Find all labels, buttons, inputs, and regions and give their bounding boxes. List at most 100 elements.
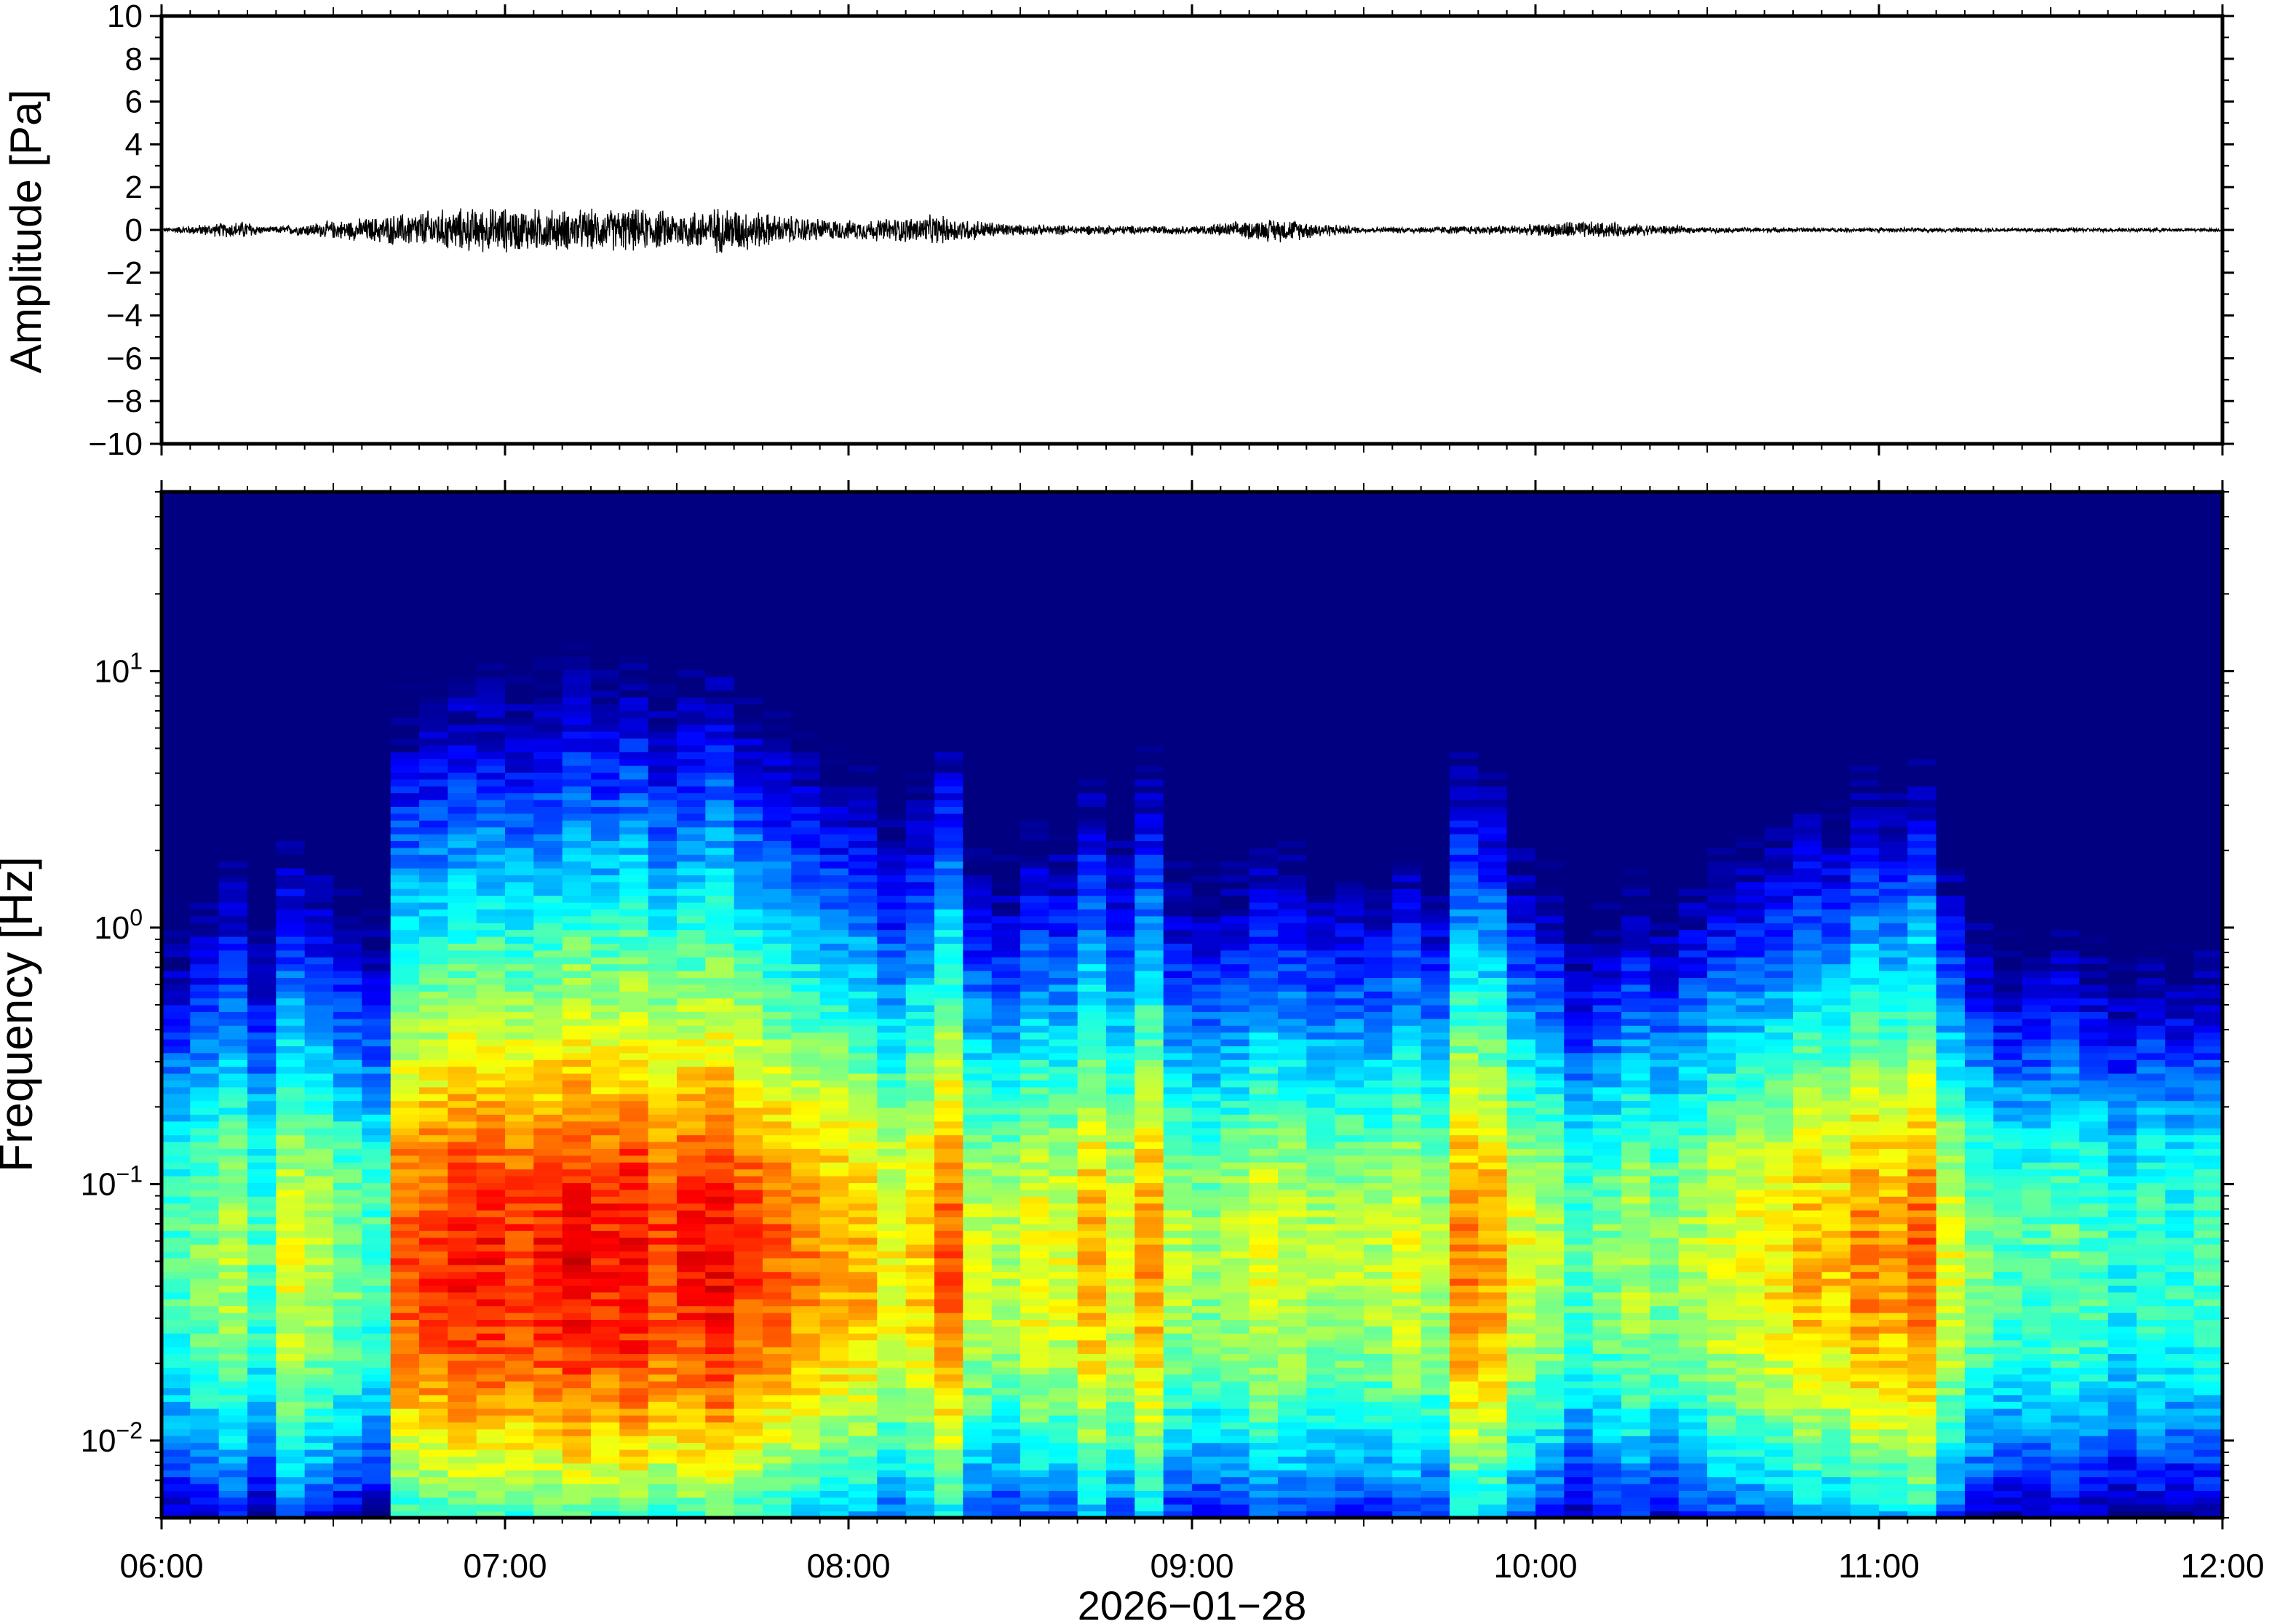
spectrogram-cell <box>791 806 821 814</box>
spectrogram-cell <box>247 1278 277 1286</box>
spectrogram-cell <box>763 923 792 931</box>
spectrogram-cell <box>934 594 963 602</box>
spectrogram-cell <box>190 615 220 623</box>
spectrogram-cell <box>218 1155 248 1163</box>
spectrogram-cell <box>304 546 334 554</box>
spectrogram-cell <box>619 1484 649 1491</box>
spectrogram-cell <box>991 1367 1021 1375</box>
spectrogram-cell <box>247 1210 277 1217</box>
spectrogram-cell <box>362 1449 392 1457</box>
spectrogram-cell <box>333 1032 362 1040</box>
spectrogram-cell <box>190 1107 220 1115</box>
spectrogram-cell <box>362 840 392 848</box>
spectrogram-cell <box>190 772 220 780</box>
spectrogram-cell <box>763 1086 792 1094</box>
spectrogram-cell <box>991 1449 1021 1457</box>
spectrogram-cell <box>963 1333 993 1341</box>
spectrogram-cell <box>877 1114 907 1122</box>
spectrogram-column <box>419 492 448 1518</box>
spectrogram-cell <box>705 1401 735 1409</box>
spectrogram-cell <box>934 539 963 547</box>
spectrogram-cell <box>991 1059 1021 1067</box>
spectrogram-cell <box>934 847 963 855</box>
spectrogram-cell <box>619 977 649 985</box>
spectrogram-cell <box>247 1244 277 1251</box>
spectrogram-cell <box>591 881 620 889</box>
spectrogram-cell <box>218 1436 248 1444</box>
spectrogram-cell <box>333 1476 362 1484</box>
spectrogram-cell <box>877 1401 907 1409</box>
spectrogram-cell <box>218 1291 248 1299</box>
spectrogram-cell <box>791 1278 821 1286</box>
spectrogram-cell <box>190 1080 220 1088</box>
spectrogram-cell <box>247 1100 277 1108</box>
spectrogram-cell <box>190 977 220 985</box>
spectrogram-cell <box>905 1422 935 1430</box>
spectrogram-cell <box>619 1436 649 1444</box>
spectrogram-cell <box>1020 1169 1049 1177</box>
spectrogram-cell <box>476 1162 506 1170</box>
spectrogram-cell <box>1049 963 1078 971</box>
spectrogram-cell <box>533 1086 563 1094</box>
spectrogram-cell <box>991 1353 1021 1361</box>
spectrogram-cell <box>791 984 821 992</box>
waveform-y-tick-label: 6 <box>125 84 143 120</box>
spectrogram-cell <box>734 1210 763 1217</box>
spectrogram-cell <box>819 915 849 923</box>
spectrogram-cell <box>448 1347 477 1354</box>
spectrogram-cell <box>734 1217 763 1225</box>
spectrogram-cell <box>1049 1148 1078 1156</box>
spectrogram-cell <box>619 1148 649 1156</box>
spectrogram-cell <box>476 1367 506 1375</box>
spectrogram-cell <box>677 573 706 581</box>
spectrogram-cell <box>619 1510 649 1518</box>
spectrogram-cell <box>247 915 277 923</box>
spectrogram-cell <box>819 1052 849 1060</box>
spectrogram-cell <box>419 765 448 773</box>
spectrogram-cell <box>934 1073 963 1080</box>
spectrogram-cell <box>362 1333 392 1341</box>
spectrogram-cell <box>791 663 821 670</box>
spectrogram-cell <box>162 1381 191 1388</box>
spectrogram-cell <box>247 492 277 499</box>
spectrogram-cell <box>390 1128 420 1136</box>
spectrogram-cell <box>734 834 763 841</box>
spectrogram-cell <box>705 1114 735 1122</box>
spectrogram-cell <box>819 957 849 965</box>
spectrogram-cell <box>162 1210 191 1217</box>
spectrogram-cell <box>705 1490 735 1498</box>
spectrogram-cell <box>333 1086 362 1094</box>
spectrogram-cell <box>677 676 706 684</box>
spectrogram-cell <box>705 854 735 862</box>
spectrogram-cell <box>390 1271 420 1279</box>
spectrogram-cell <box>648 1353 677 1361</box>
spectrogram-cell <box>362 765 392 773</box>
spectrogram-cell <box>190 676 220 684</box>
spectrogram-cell <box>991 1025 1021 1033</box>
spectrogram-cell <box>591 704 620 712</box>
spectrogram-cell <box>648 731 677 739</box>
spectrogram-cell <box>934 984 963 992</box>
spectrogram-cell <box>591 690 620 698</box>
spectrogram-cell <box>304 1347 334 1354</box>
spectrogram-cell <box>677 601 706 609</box>
spectrogram-cell <box>619 621 649 629</box>
spectrogram-cell <box>763 1005 792 1012</box>
spectrogram-cell <box>419 1394 448 1402</box>
spectrogram-cell <box>677 1052 706 1060</box>
spectrogram-cell <box>390 1121 420 1129</box>
spectrogram-cell <box>934 498 963 506</box>
spectrogram-cell <box>877 1326 907 1334</box>
spectrogram-cell <box>162 1046 191 1054</box>
spectrogram-cell <box>448 895 477 903</box>
spectrogram-cell <box>849 950 878 958</box>
spectrogram-cell <box>362 1251 392 1259</box>
spectrogram-cell <box>304 923 334 931</box>
spectrogram-cell <box>1020 1436 1049 1444</box>
spectrogram-cell <box>905 1401 935 1409</box>
spectrogram-cell <box>877 1278 907 1286</box>
spectrogram-cell <box>648 998 677 1006</box>
spectrogram-cell <box>677 621 706 629</box>
spectrogram-cell <box>734 621 763 629</box>
